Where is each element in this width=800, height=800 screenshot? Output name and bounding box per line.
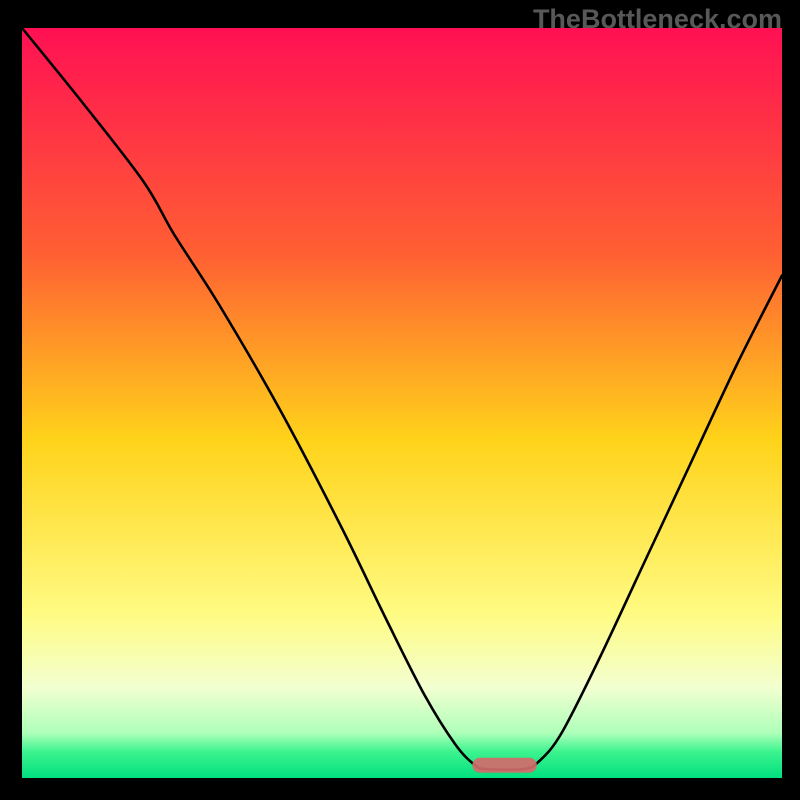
optimal-marker	[472, 758, 537, 773]
watermark-text: TheBottleneck.com	[533, 4, 782, 35]
plot-svg	[22, 28, 782, 778]
plot-area	[22, 28, 782, 778]
gradient-background	[22, 28, 782, 778]
